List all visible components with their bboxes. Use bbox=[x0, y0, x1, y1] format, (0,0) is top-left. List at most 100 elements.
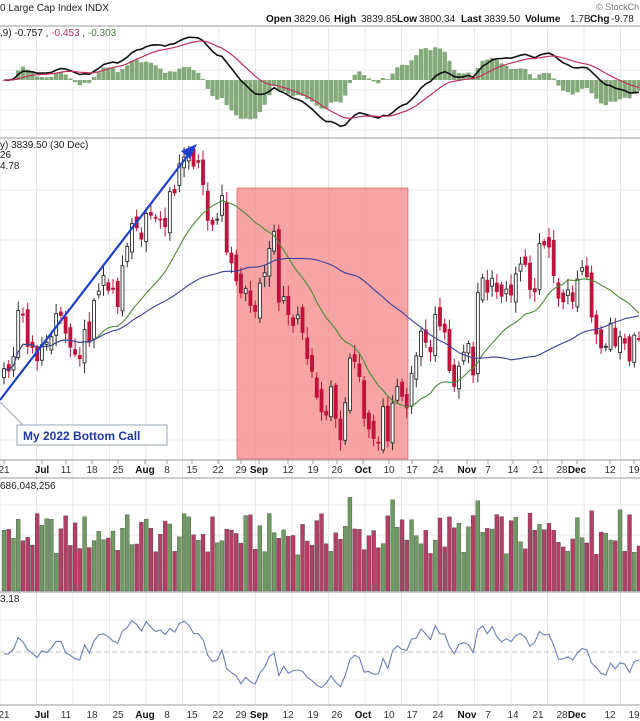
x-tick-label: 21 bbox=[532, 465, 544, 476]
macd-histogram-bar bbox=[257, 80, 263, 113]
candle bbox=[532, 278, 537, 303]
x-tick-label: Dec bbox=[568, 710, 587, 721]
candle bbox=[125, 242, 130, 268]
volume-bar bbox=[68, 545, 73, 592]
candle bbox=[485, 269, 490, 301]
volume-bar bbox=[167, 523, 172, 592]
candle bbox=[210, 217, 215, 231]
macd-histogram-bar bbox=[205, 80, 210, 89]
candle bbox=[480, 273, 485, 303]
macd-histogram-bar bbox=[580, 80, 585, 89]
macd-histogram-bar bbox=[115, 72, 120, 80]
candle bbox=[144, 207, 149, 253]
volume-bar bbox=[177, 536, 182, 592]
x-tick-label: 24 bbox=[432, 710, 444, 721]
volume-bar bbox=[324, 543, 329, 592]
volume-bar bbox=[471, 515, 476, 592]
x-tick-label: 10 bbox=[383, 465, 395, 476]
macd-histogram-bar bbox=[238, 80, 244, 119]
macd-histogram-bar bbox=[418, 49, 424, 80]
macd-histogram-bar bbox=[314, 80, 319, 106]
macd-histogram-bar bbox=[25, 69, 30, 80]
macd-histogram-bar bbox=[409, 60, 414, 80]
volume-bar bbox=[162, 520, 168, 592]
x-tick-label: Oct bbox=[355, 710, 372, 721]
volume-bar bbox=[489, 528, 495, 592]
candle bbox=[16, 301, 21, 360]
volume-bar bbox=[281, 529, 286, 592]
macd-histogram-bar bbox=[518, 68, 523, 80]
volume-bar bbox=[617, 509, 623, 592]
candle bbox=[385, 397, 390, 448]
volume-bar bbox=[636, 545, 640, 592]
volume-bar bbox=[58, 528, 64, 592]
candle bbox=[305, 327, 310, 365]
volume-bar bbox=[475, 500, 481, 592]
volume-bar bbox=[527, 512, 533, 592]
candle bbox=[77, 346, 82, 367]
macd-histogram-bar bbox=[44, 77, 49, 80]
macd-histogram-bar bbox=[196, 72, 201, 80]
volume-bar bbox=[428, 553, 433, 592]
volume-bar bbox=[485, 528, 490, 592]
macd-histogram-bar bbox=[210, 80, 215, 97]
candle bbox=[333, 382, 338, 428]
macd-histogram-bar bbox=[475, 68, 481, 80]
volume-bar bbox=[49, 519, 54, 592]
candle bbox=[490, 270, 495, 297]
macd-histogram-bar bbox=[437, 48, 443, 80]
macd-histogram-bar bbox=[262, 80, 267, 105]
candle bbox=[618, 330, 622, 360]
macd-histogram-bar bbox=[200, 78, 206, 80]
x-tick-label: 14 bbox=[507, 465, 519, 476]
ma-long-line bbox=[3, 257, 640, 371]
volume-bar bbox=[504, 553, 509, 592]
x-tick-label: 7 bbox=[485, 465, 491, 476]
volume-bar bbox=[134, 543, 139, 592]
candle bbox=[414, 351, 419, 388]
macd-histogram-bar bbox=[598, 80, 604, 104]
volume-bar bbox=[456, 522, 462, 592]
macd-histogram-bar bbox=[101, 67, 106, 80]
volume-bar bbox=[551, 529, 556, 592]
candle bbox=[381, 398, 386, 454]
macd-histogram-bar bbox=[96, 72, 101, 80]
macd-histogram-bar bbox=[72, 80, 78, 83]
candle bbox=[205, 182, 210, 231]
candle bbox=[229, 246, 234, 274]
macd-histogram-bar bbox=[30, 72, 35, 80]
volume-bar bbox=[158, 533, 163, 592]
macd-histogram-bar bbox=[532, 78, 537, 80]
x-tick-label: 28 bbox=[556, 710, 568, 721]
volume-bar bbox=[115, 550, 120, 592]
macd-histogram-bar bbox=[485, 59, 490, 80]
volume-bar bbox=[442, 546, 447, 592]
candle bbox=[390, 395, 395, 451]
candle bbox=[494, 274, 499, 299]
candle bbox=[11, 347, 16, 377]
volume-bar bbox=[518, 541, 523, 592]
macd-histogram-bar bbox=[39, 77, 45, 80]
macd-histogram-bar bbox=[385, 79, 390, 80]
candle bbox=[300, 304, 305, 340]
volume-bar bbox=[395, 527, 400, 592]
x-tick-label: 29 bbox=[235, 465, 247, 476]
candle bbox=[466, 340, 471, 364]
candle bbox=[637, 331, 640, 342]
macd-histogram-bar bbox=[82, 80, 87, 83]
candle bbox=[82, 319, 87, 374]
svg-text:3839.85: 3839.85 bbox=[361, 14, 398, 25]
volume-bar bbox=[371, 530, 376, 592]
candle bbox=[589, 265, 594, 323]
x-tick-label: Sep bbox=[250, 465, 268, 476]
macd-histogram-bar bbox=[570, 80, 575, 95]
candle bbox=[291, 314, 295, 333]
callout-text: My 2022 Bottom Call bbox=[23, 429, 140, 443]
candle bbox=[272, 224, 277, 255]
macd-histogram-bar bbox=[362, 75, 367, 80]
candle bbox=[319, 381, 324, 421]
price-label: y) 3839.50 (30 Dec) bbox=[0, 140, 88, 151]
volume-bar bbox=[91, 540, 97, 592]
candle bbox=[438, 297, 442, 331]
candle bbox=[528, 255, 532, 300]
